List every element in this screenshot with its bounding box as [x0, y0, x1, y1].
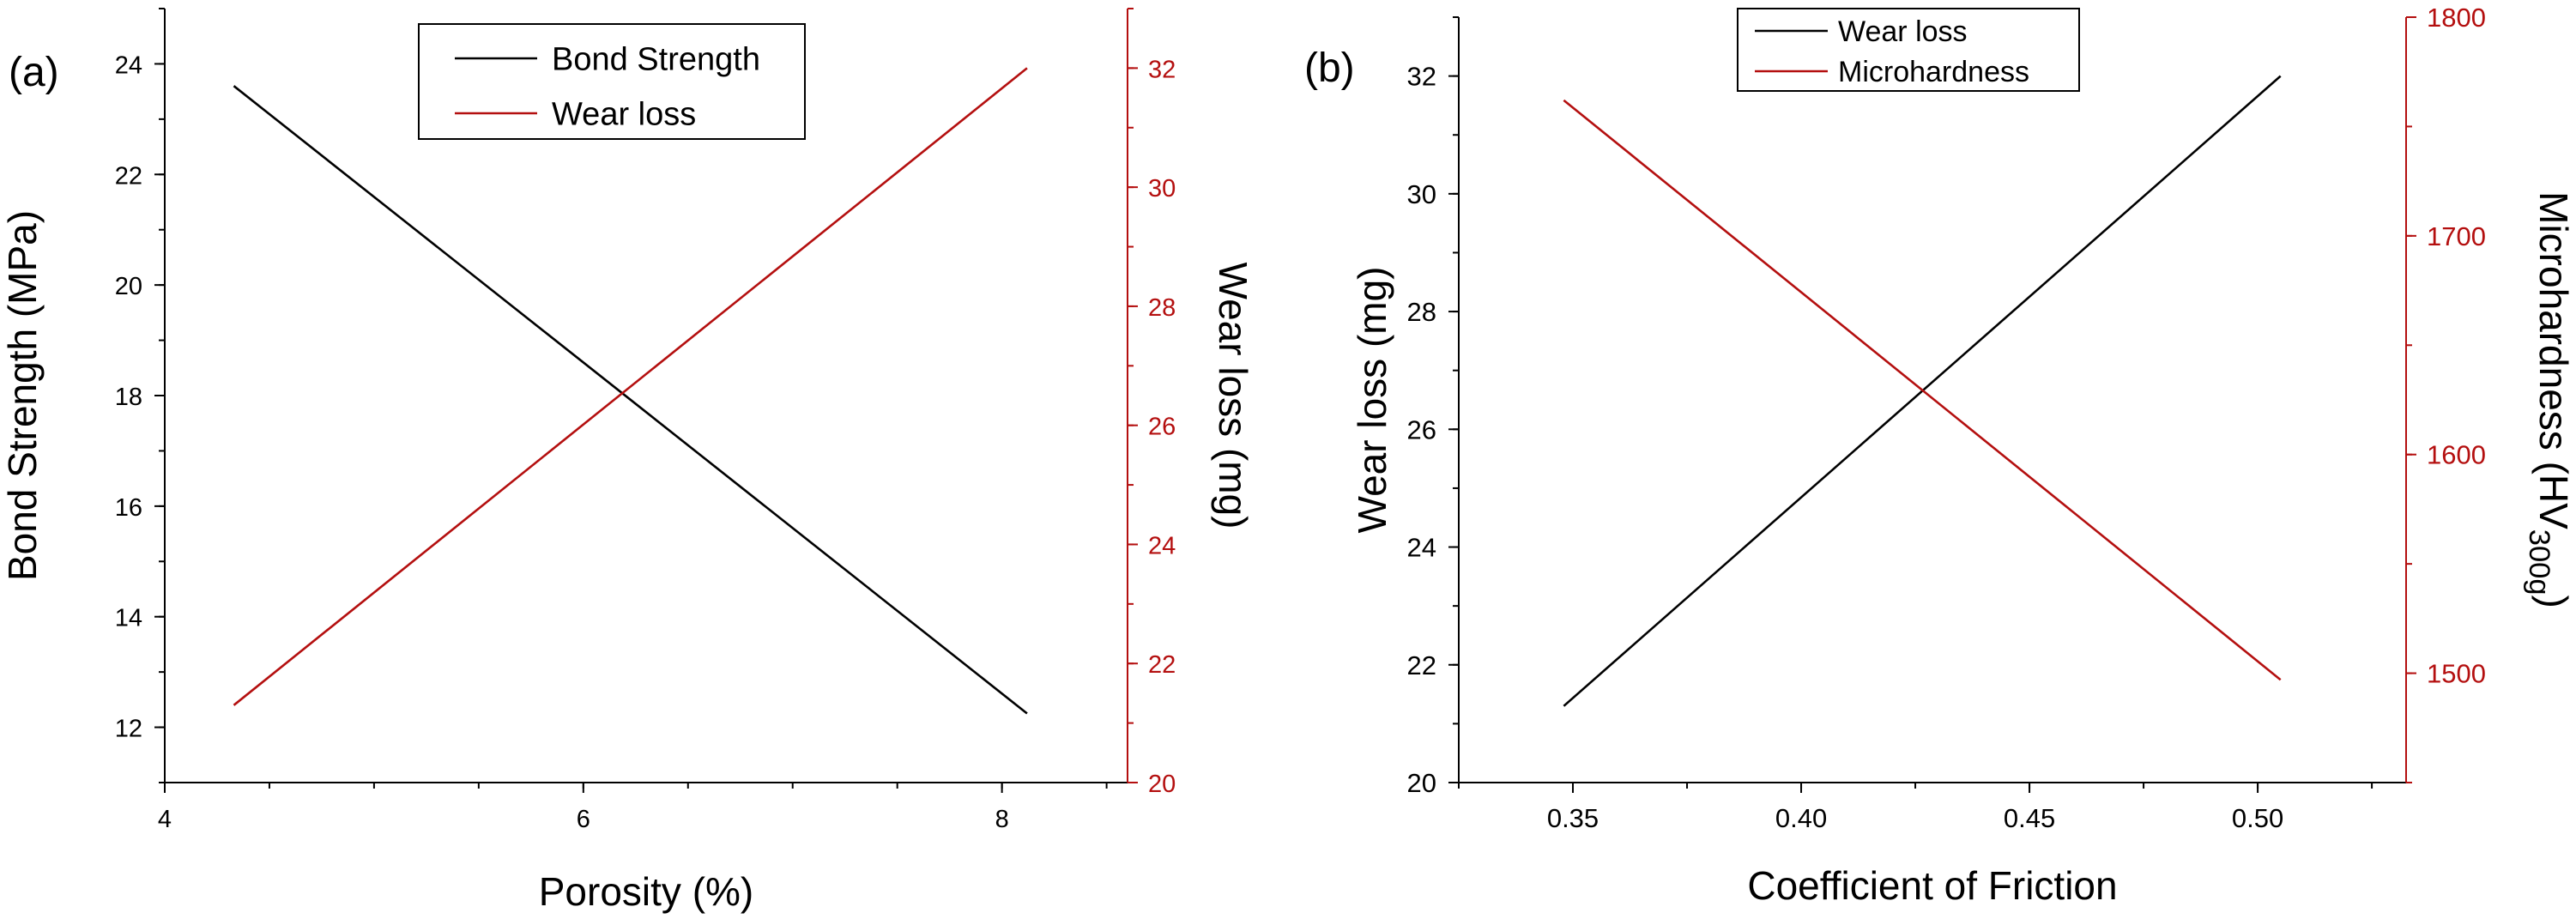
y-left-tick-label: 12 [115, 716, 142, 743]
legend-label: Bond Strength [552, 42, 760, 78]
y-right-tick-label: 22 [1148, 651, 1176, 679]
legend-box [418, 23, 806, 140]
y-right-axis-title: Microhardness (HV300g) [2523, 191, 2576, 608]
x-tick-label: 6 [577, 806, 590, 833]
chart-panel-b: (b) 0.35 0.40 0.45 0.50 20 22 24 26 28 30 32 1500 160… [1304, 3, 2576, 908]
y-left-tick-label: 22 [1407, 650, 1436, 680]
y-left-tick-label: 30 [1407, 179, 1436, 209]
y-right-tick-label: 30 [1148, 175, 1176, 203]
legend: Bond Strength Wear loss [418, 23, 806, 140]
legend-box [1737, 8, 2080, 92]
y-left-tick-label: 14 [115, 605, 142, 632]
y-right-axis-title-close: ) [2531, 596, 2576, 608]
y-left-tick-label: 18 [115, 384, 142, 411]
legend-label: Wear loss [552, 97, 696, 133]
x-tick-label: 8 [995, 806, 1009, 833]
series-line-wear-loss [233, 67, 1028, 706]
x-tick-label: 0.35 [1547, 803, 1599, 833]
y-right-tick-label: 1800 [2427, 3, 2486, 33]
y-right-axis-title-main: Microhardness (HV [2531, 191, 2576, 529]
y-left-tick-label: 24 [115, 51, 142, 79]
y-left-tick-label: 20 [1407, 768, 1436, 798]
legend: Wear loss Microhardness [1737, 8, 2080, 92]
y-left-axis-title: Bond Strength (MPa) [0, 210, 45, 581]
legend-label: Microhardness [1838, 56, 2029, 88]
y-right-axis-title-main: Wear loss (mg) [1211, 263, 1255, 529]
y-left-tick-label: 32 [1407, 62, 1436, 92]
series-line-microhardness [1563, 99, 2282, 681]
y-right-tick-label: 28 [1148, 294, 1176, 322]
x-tick-label: 4 [158, 806, 172, 833]
y-left-tick-label: 26 [1407, 414, 1436, 444]
panel-label: (b) [1304, 45, 1355, 91]
y-left-tick-label: 16 [115, 494, 142, 522]
y-right-axis-title-sub: 300g [2523, 529, 2555, 596]
y-right-tick-label: 24 [1148, 532, 1176, 559]
y-right-tick-label: 1700 [2427, 221, 2486, 251]
chart-panel-a: (a) 4 6 8 12 14 16 18 20 22 24 20 22 24 26 28 30 32 Porosi… [0, 8, 1255, 914]
y-right-axis-title: Wear loss (mg) [1211, 263, 1255, 529]
x-tick-label: 0.50 [2232, 803, 2283, 833]
x-axis-title: Porosity (%) [539, 869, 753, 914]
y-right-tick-label: 1500 [2427, 659, 2486, 689]
y-left-tick-label: 28 [1407, 297, 1436, 327]
x-tick-label: 0.40 [1775, 803, 1827, 833]
y-right-tick-label: 26 [1148, 414, 1176, 441]
y-right-tick-label: 1600 [2427, 440, 2486, 470]
panel-label: (a) [9, 50, 59, 95]
y-left-tick-label: 24 [1407, 533, 1436, 563]
y-left-axis-title: Wear loss (mg) [1350, 267, 1394, 534]
y-left-tick-label: 20 [115, 273, 142, 300]
x-axis-title: Coefficient of Friction [1747, 863, 2117, 908]
y-right-tick-label: 20 [1148, 771, 1176, 798]
y-left-tick-label: 22 [115, 162, 142, 190]
legend-label: Wear loss [1838, 15, 1968, 48]
series-line-bond-strength [233, 85, 1028, 715]
x-tick-label: 0.45 [2004, 803, 2055, 833]
y-right-tick-label: 32 [1148, 56, 1176, 83]
